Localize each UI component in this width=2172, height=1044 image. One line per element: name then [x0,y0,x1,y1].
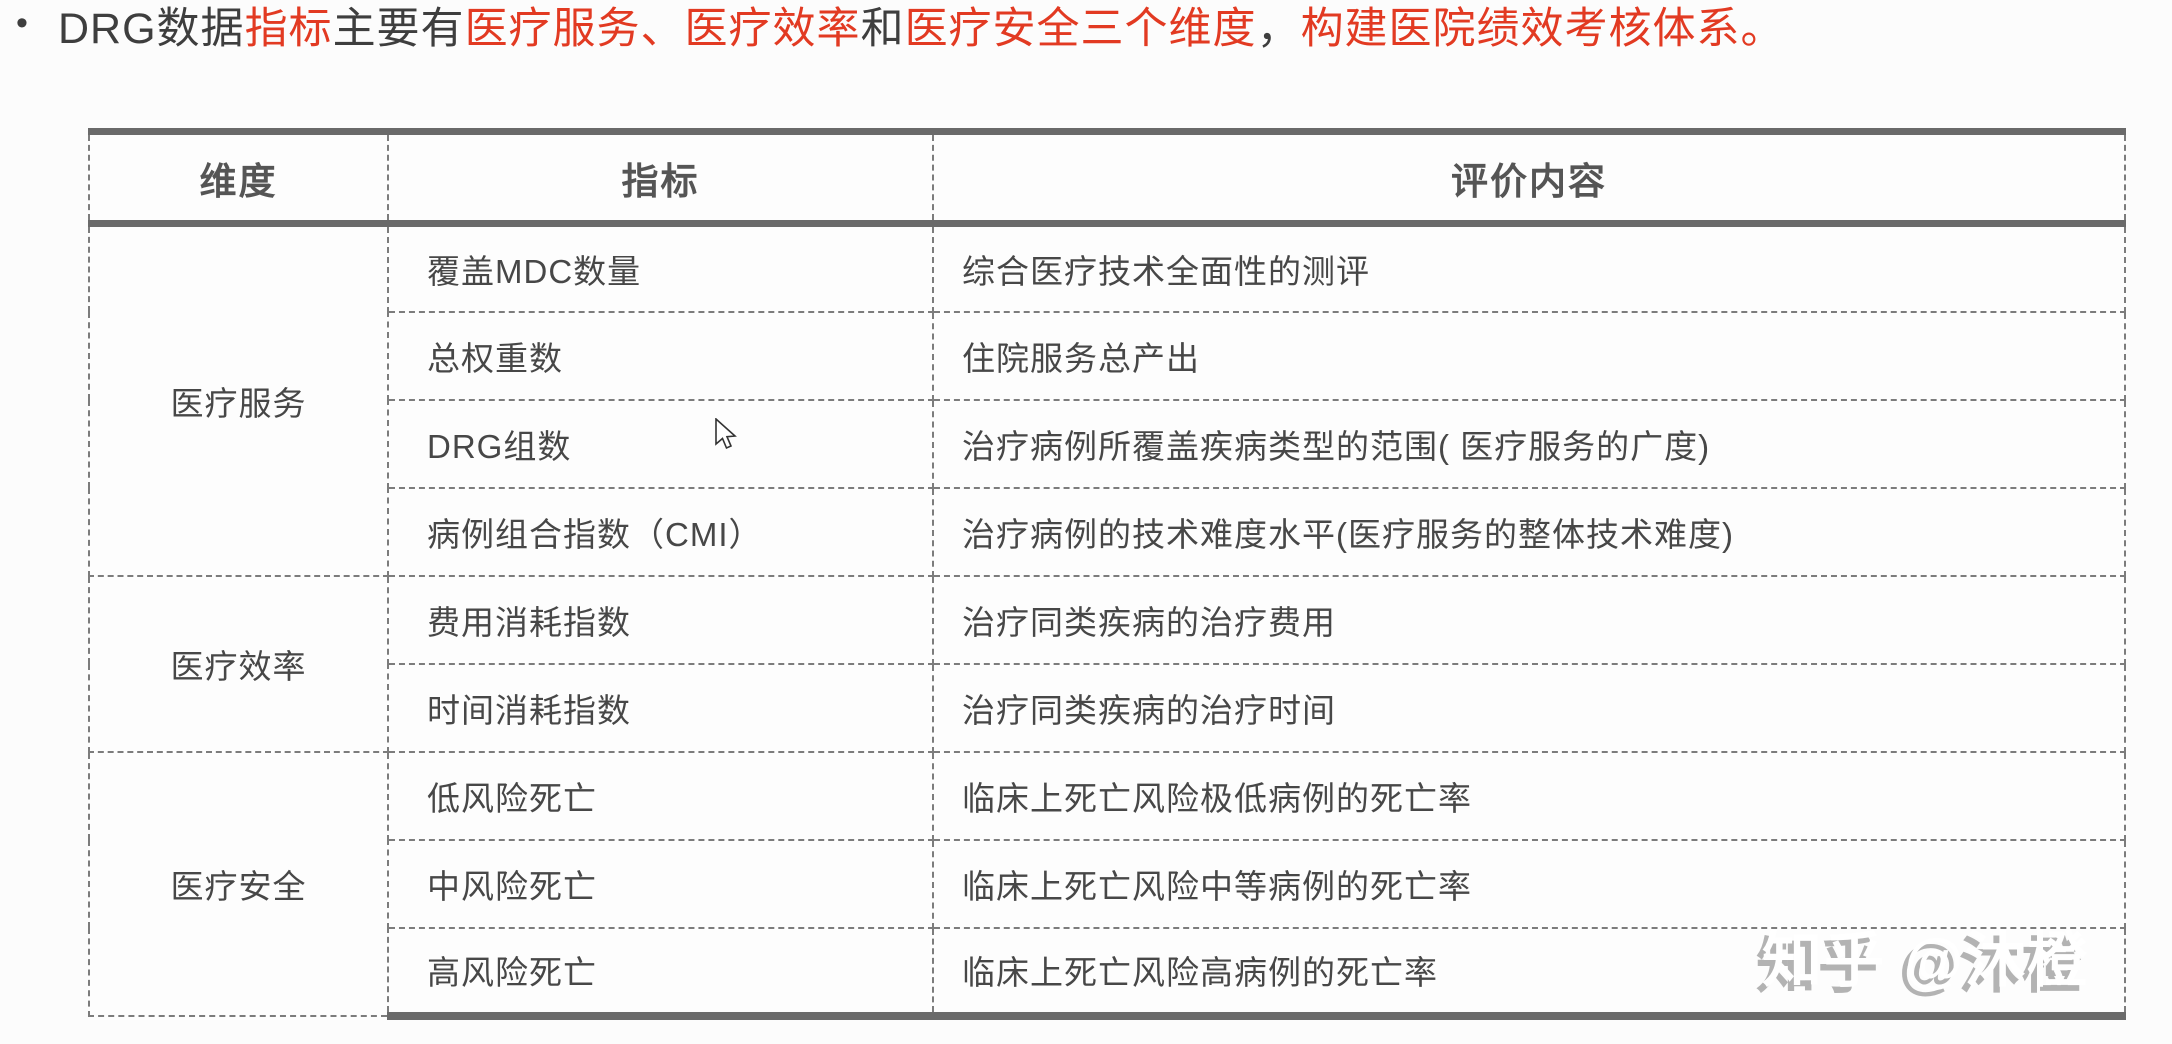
bullet-point: • [16,4,28,42]
table-row: 医疗服务 覆盖MDC数量 综合医疗技术全面性的测评 [88,222,2126,577]
zhihu-watermark: 知乎 @沐橙 [1762,927,2090,994]
title-segment-emphasis: 构建医院绩效考核体系。 [1300,5,1785,53]
dimension-cell-medical-safety: 医疗安全 [88,750,389,1017]
content-cell: 住院服务总产出 [932,310,2126,401]
title-segment: 主要有 [332,5,465,53]
indicator-cell: 覆盖MDC数量 [387,222,934,313]
content-cell: 综合医疗技术全面性的测评 [932,222,2126,313]
title-segment-emphasis: 医疗安全三个维度 [904,5,1257,53]
table-row: 医疗安全 低风险死亡 临床上死亡风险极低病例的死亡率 [88,750,2126,1017]
title-segment: ， [1256,5,1301,53]
table-row: 时间消耗指数 治疗同类疾病的治疗时间 [89,662,2126,753]
content-cell: 治疗同类疾病的治疗费用 [932,574,2126,665]
header-evaluation: 评价内容 [932,128,2126,227]
table-row: 中风险死亡 临床上死亡风险中等病例的死亡率 [89,838,2126,929]
content-cell: 治疗同类疾病的治疗时间 [932,662,2126,753]
content-cell: 临床上死亡风险极低病例的死亡率 [932,750,2126,841]
title-segment: DRG数据 [58,5,245,53]
table-row: 医疗效率 费用消耗指数 治疗同类疾病的治疗费用 [88,574,2126,753]
indicator-cell: DRG组数 [387,398,934,489]
table-row: DRG组数 治疗病例所覆盖疾病类型的范围( 医疗服务的广度) [89,398,2126,489]
drg-indicator-table: 维度 指标 评价内容 医疗服务 覆盖MDC数量 综合医疗技术全面性的测评 总权重… [88,128,2126,1020]
content-cell: 治疗病例的技术难度水平(医疗服务的整体技术难度) [932,486,2126,577]
content-cell: 临床上死亡风险高病例的死亡率 [932,926,2126,1020]
dimension-cell-medical-efficiency: 医疗效率 [88,574,389,753]
indicator-cell: 病例组合指数（CMI） [387,486,934,577]
indicator-cell: 低风险死亡 [387,750,934,841]
indicator-cell: 时间消耗指数 [387,662,934,753]
indicator-cell: 费用消耗指数 [387,574,934,665]
table-row: 高风险死亡 临床上死亡风险高病例的死亡率 [89,926,2126,1020]
page-title: DRG数据指标主要有医疗服务、医疗效率和医疗安全三个维度，构建医院绩效考核体系。 [58,0,2108,58]
indicator-cell: 总权重数 [387,310,934,401]
header-dimension: 维度 [88,128,389,227]
mouse-cursor-icon [715,418,737,450]
table-row: 病例组合指数（CMI） 治疗病例的技术难度水平(医疗服务的整体技术难度) [89,486,2126,577]
content-cell: 临床上死亡风险中等病例的死亡率 [932,838,2126,929]
table-row: 总权重数 住院服务总产出 [89,310,2126,401]
indicator-cell: 高风险死亡 [387,926,934,1020]
title-segment-emphasis: 指标 [244,5,333,53]
title-segment: 和 [860,5,905,53]
header-indicator: 指标 [387,128,934,227]
content-cell: 治疗病例所覆盖疾病类型的范围( 医疗服务的广度) [932,398,2126,489]
dimension-cell-medical-service: 医疗服务 [88,222,389,577]
title-segment-emphasis: 医疗服务、医疗效率 [464,5,861,53]
table-header-row: 维度 指标 评价内容 [88,128,2126,227]
indicator-cell: 中风险死亡 [387,838,934,929]
